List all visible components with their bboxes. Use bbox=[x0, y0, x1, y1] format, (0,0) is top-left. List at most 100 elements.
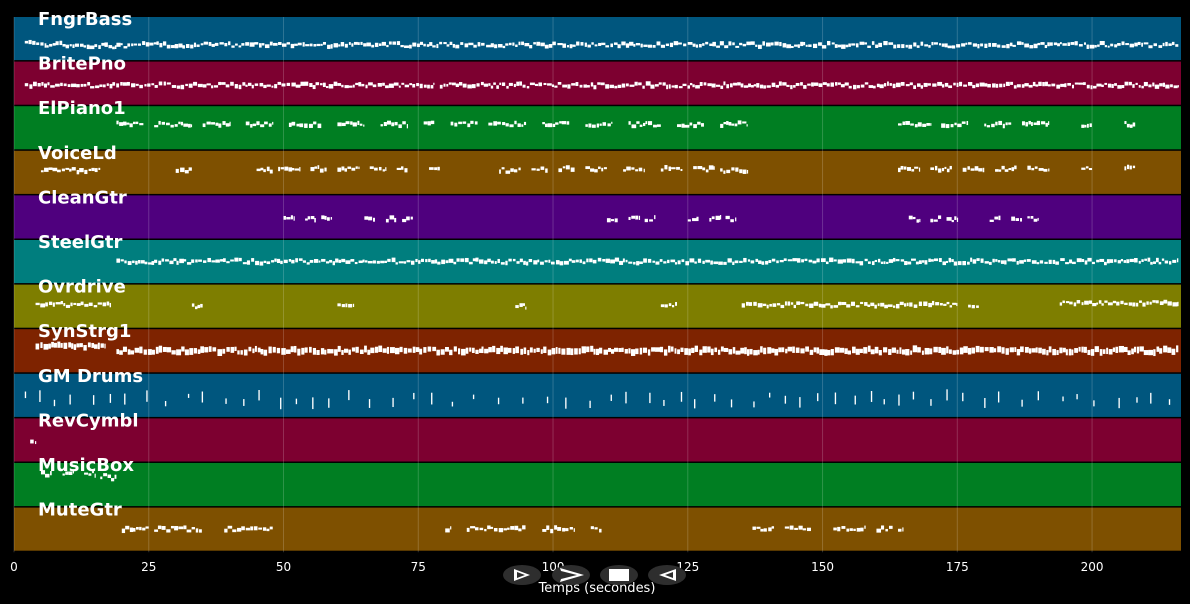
note bbox=[584, 42, 587, 47]
note bbox=[552, 123, 556, 128]
note bbox=[552, 41, 556, 46]
note bbox=[749, 348, 753, 355]
note bbox=[709, 217, 712, 222]
note bbox=[778, 81, 782, 86]
note bbox=[63, 342, 68, 349]
note bbox=[313, 44, 317, 47]
note bbox=[1148, 84, 1152, 88]
note bbox=[1048, 168, 1050, 172]
note bbox=[337, 83, 342, 86]
note bbox=[796, 258, 801, 263]
note bbox=[759, 84, 764, 89]
note bbox=[899, 347, 902, 354]
note bbox=[252, 123, 257, 127]
note bbox=[158, 345, 163, 353]
note bbox=[1015, 218, 1019, 222]
note bbox=[144, 84, 147, 87]
note bbox=[533, 348, 536, 353]
note bbox=[355, 166, 358, 169]
note bbox=[772, 303, 777, 307]
note bbox=[819, 349, 825, 355]
note bbox=[484, 348, 489, 354]
note bbox=[987, 83, 991, 88]
note bbox=[1045, 122, 1048, 127]
note bbox=[132, 527, 136, 532]
note bbox=[1126, 164, 1130, 170]
note bbox=[413, 392, 415, 400]
note bbox=[1111, 84, 1114, 89]
note bbox=[1136, 397, 1138, 403]
note bbox=[660, 44, 666, 48]
note bbox=[278, 42, 282, 45]
note bbox=[40, 303, 46, 308]
note bbox=[812, 260, 817, 264]
note bbox=[610, 394, 612, 401]
note bbox=[1074, 348, 1079, 353]
note bbox=[752, 526, 756, 530]
note bbox=[1107, 302, 1113, 306]
note bbox=[546, 525, 550, 530]
note bbox=[358, 260, 363, 264]
note bbox=[47, 82, 50, 86]
note bbox=[338, 44, 341, 47]
note bbox=[625, 83, 629, 87]
note bbox=[1057, 43, 1060, 47]
note bbox=[486, 44, 491, 48]
note bbox=[302, 260, 306, 263]
note bbox=[741, 303, 745, 308]
rewind-button[interactable] bbox=[648, 565, 686, 585]
note bbox=[130, 350, 135, 355]
note bbox=[998, 169, 1002, 172]
note bbox=[353, 41, 358, 45]
note bbox=[801, 259, 805, 263]
note bbox=[60, 82, 63, 87]
note bbox=[1028, 348, 1032, 354]
note bbox=[345, 303, 348, 308]
note bbox=[1088, 168, 1093, 171]
note bbox=[89, 45, 95, 50]
note bbox=[760, 346, 763, 353]
note bbox=[1102, 349, 1106, 354]
note bbox=[938, 215, 942, 219]
note bbox=[48, 301, 53, 306]
note bbox=[487, 258, 491, 263]
note bbox=[84, 303, 89, 307]
play-button[interactable] bbox=[503, 565, 541, 585]
note bbox=[972, 43, 978, 47]
note bbox=[335, 258, 339, 263]
note bbox=[606, 218, 611, 223]
note bbox=[680, 168, 683, 172]
note bbox=[1028, 84, 1033, 88]
note bbox=[404, 84, 410, 88]
note bbox=[765, 42, 771, 47]
note bbox=[880, 302, 885, 307]
note bbox=[40, 42, 44, 46]
track-label: VoiceLd bbox=[38, 143, 117, 164]
note bbox=[399, 346, 403, 353]
note bbox=[57, 341, 61, 348]
note bbox=[402, 121, 406, 125]
note bbox=[260, 124, 265, 128]
note bbox=[937, 81, 943, 86]
note bbox=[633, 43, 636, 47]
fast-forward-button[interactable] bbox=[552, 565, 590, 585]
stop-button[interactable] bbox=[600, 565, 638, 585]
note bbox=[631, 215, 636, 219]
note bbox=[833, 259, 837, 262]
note bbox=[472, 394, 475, 400]
note bbox=[164, 401, 167, 407]
note bbox=[191, 303, 195, 307]
note bbox=[1154, 84, 1160, 89]
note bbox=[699, 349, 703, 356]
note bbox=[427, 121, 431, 126]
note bbox=[190, 44, 194, 49]
note bbox=[602, 122, 607, 126]
note bbox=[296, 123, 300, 127]
note bbox=[1008, 122, 1012, 125]
note bbox=[930, 123, 932, 126]
note bbox=[942, 261, 947, 266]
note bbox=[1011, 167, 1015, 172]
note bbox=[35, 343, 40, 350]
note bbox=[516, 261, 520, 264]
note bbox=[254, 42, 259, 45]
